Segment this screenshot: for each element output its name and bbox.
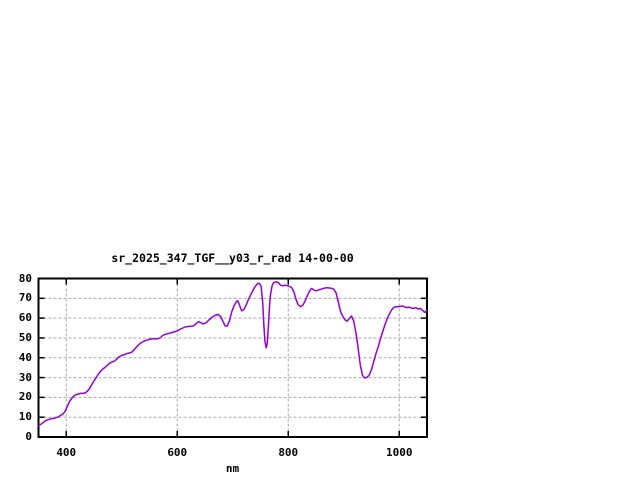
x-tick-label: 800 bbox=[278, 446, 299, 459]
chart-title: sr_2025_347_TGF__y03_r_rad 14-00-00 bbox=[111, 251, 354, 265]
y-tick-label: 80 bbox=[18, 271, 32, 285]
y-tick-label: 50 bbox=[18, 330, 32, 344]
y-tick-label: 0 bbox=[25, 430, 32, 443]
x-tick-label: 600 bbox=[167, 446, 188, 459]
y-tick-label: 40 bbox=[18, 350, 32, 364]
x-axis-label: nm bbox=[225, 462, 240, 475]
y-tick-label: 70 bbox=[18, 291, 32, 305]
y-tick-label: 30 bbox=[18, 370, 32, 384]
spectrum-line bbox=[37, 281, 428, 427]
x-tick-label: 1000 bbox=[386, 446, 413, 459]
x-tick-label: 400 bbox=[56, 446, 77, 459]
y-tick-label: 60 bbox=[18, 311, 32, 325]
y-tick-label: 10 bbox=[18, 410, 32, 424]
y-tick-label: 20 bbox=[18, 390, 32, 404]
plot-border bbox=[37, 277, 428, 438]
